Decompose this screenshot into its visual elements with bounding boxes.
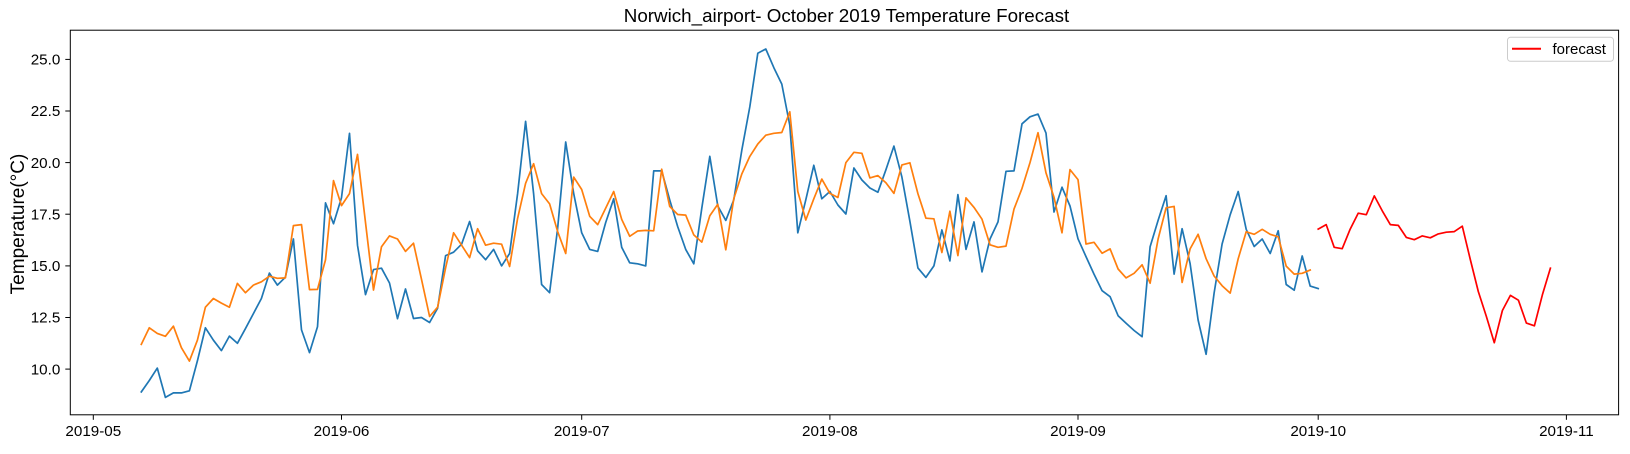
svg-text:17.5: 17.5 — [31, 206, 61, 223]
svg-text:15.0: 15.0 — [31, 258, 61, 275]
svg-text:25.0: 25.0 — [31, 52, 61, 69]
svg-text:10.0: 10.0 — [31, 361, 61, 378]
svg-text:Temperature(°C): Temperature(°C) — [8, 154, 29, 295]
svg-text:2019-08: 2019-08 — [802, 423, 858, 440]
svg-text:forecast: forecast — [1553, 41, 1607, 58]
svg-text:12.5: 12.5 — [31, 310, 61, 327]
svg-text:20.0: 20.0 — [31, 155, 61, 172]
svg-text:22.5: 22.5 — [31, 103, 61, 120]
svg-text:2019-06: 2019-06 — [314, 423, 370, 440]
svg-text:2019-10: 2019-10 — [1290, 423, 1346, 440]
svg-text:2019-07: 2019-07 — [554, 423, 610, 440]
svg-text:Norwich_airport- October 2019: Norwich_airport- October 2019 Temperatur… — [624, 5, 1070, 27]
svg-text:2019-09: 2019-09 — [1050, 423, 1106, 440]
svg-text:2019-11: 2019-11 — [1539, 423, 1594, 440]
svg-text:2019-05: 2019-05 — [65, 423, 121, 440]
